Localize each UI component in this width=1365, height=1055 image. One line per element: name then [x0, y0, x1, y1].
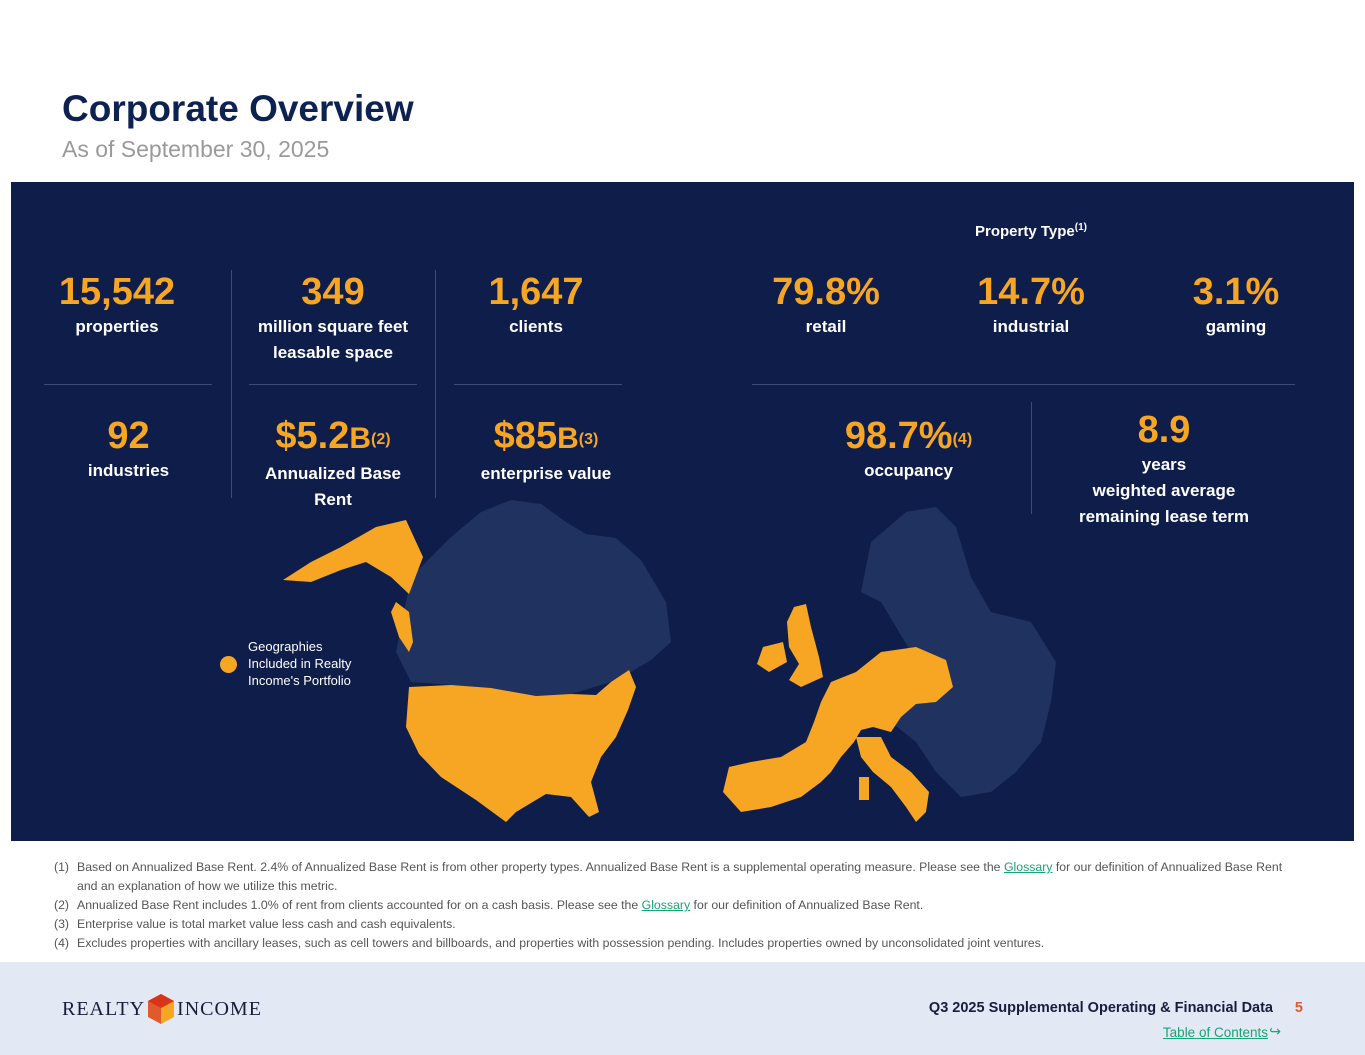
industries-label: industries: [87, 461, 170, 480]
divider-horizontal: [249, 384, 417, 385]
square-feet-label-1: million square feet: [257, 317, 409, 336]
property-type-title: Property Type: [975, 223, 1075, 240]
footer-title: Q3 2025 Supplemental Operating & Financi…: [928, 1000, 1273, 1016]
property-type-heading: Property Type(1): [975, 222, 1087, 240]
stat-properties: 15,542 properties: [31, 270, 203, 340]
map-europe-east: [861, 507, 1056, 797]
overview-panel: Property Type(1) 15,542 properties 349 m…: [11, 182, 1354, 841]
footnote: (4) Excludes properties with ancillary l…: [54, 934, 1304, 953]
footnote: (3) Enterprise value is total market val…: [54, 915, 1304, 934]
map-sardinia: [859, 777, 869, 800]
abr-value-wrap: $5.2B(2): [241, 414, 425, 461]
footnote-text: for our definition of Annualized Base Re…: [77, 860, 1283, 893]
square-feet-value: 349: [301, 271, 365, 313]
logo-text-left: REALTY: [62, 997, 146, 1020]
map-bc-coast: [391, 602, 413, 652]
lease-term-label-3: remaining lease term: [1078, 507, 1250, 526]
ev-note: (3): [578, 431, 599, 448]
legend-label: Geographies Included in Realty Income's …: [248, 639, 352, 688]
retail-label: retail: [805, 317, 847, 336]
divider-horizontal: [44, 384, 212, 385]
stat-abr: $5.2B(2) Annualized Base Rent: [241, 414, 425, 513]
lease-term-label-2: weighted average: [1092, 481, 1236, 500]
footnote-text: Excludes properties with ancillary lease…: [77, 936, 1045, 950]
footnote-text: Annualized Base Rent includes 1.0% of re…: [77, 898, 642, 912]
divider-horizontal: [454, 384, 622, 385]
occupancy-value-wrap: 98.7%(4): [811, 414, 1006, 458]
map-italy: [856, 737, 929, 822]
industrial-value: 14.7%: [977, 271, 1085, 313]
footnote-number: (2): [54, 898, 70, 912]
abr-note: (2): [371, 431, 391, 448]
lease-term-value: 8.9: [1137, 409, 1191, 451]
property-type-note: (1): [1074, 222, 1087, 233]
portfolio-map: [283, 500, 1056, 822]
clients-value: 1,647: [488, 271, 584, 313]
return-arrow-icon[interactable]: ↪: [1269, 1023, 1281, 1039]
gaming-value: 3.1%: [1192, 271, 1280, 313]
ev-label: enterprise value: [480, 464, 612, 483]
footnote-number: (3): [54, 917, 70, 931]
page-title: Corporate Overview: [62, 88, 414, 129]
table-of-contents-link[interactable]: Table of Contents: [1162, 1025, 1268, 1040]
occupancy-label: occupancy: [864, 461, 953, 480]
map-europe-west: [723, 647, 953, 812]
retail-value: 79.8%: [772, 271, 880, 313]
gaming-label: gaming: [1205, 317, 1267, 336]
legend-dot-icon: [220, 656, 237, 673]
square-feet-label-2: leasable space: [272, 343, 394, 362]
footnote: (2) Annualized Base Rent includes 1.0% o…: [54, 896, 1304, 915]
industries-value: 92: [107, 415, 150, 457]
footer: REALTY INCOME Q3 2025 Supplemental Opera…: [0, 962, 1365, 1055]
stat-occupancy: 98.7%(4) occupancy: [811, 414, 1006, 484]
industrial-label: industrial: [992, 317, 1070, 336]
ev-unit: B: [557, 422, 579, 455]
logo-text-right: INCOME: [177, 997, 262, 1020]
abr-label-2: Rent: [314, 490, 352, 509]
stat-retail: 79.8% retail: [751, 270, 901, 340]
abr-value: $5.2: [275, 415, 350, 457]
map-uk: [787, 604, 823, 687]
properties-label: properties: [75, 317, 159, 336]
ev-value-wrap: $85B(3): [451, 414, 641, 461]
page-subtitle: As of September 30, 2025: [62, 136, 330, 162]
abr-label-1: Annualized Base: [264, 464, 402, 483]
stat-industries: 92 industries: [51, 414, 206, 484]
footnote: (1) Based on Annualized Base Rent. 2.4% …: [54, 858, 1304, 896]
divider-horizontal: [752, 384, 1295, 385]
footnotes: (1) Based on Annualized Base Rent. 2.4% …: [54, 858, 1304, 953]
footnote-text: Enterprise value is total market value l…: [77, 917, 456, 931]
realty-income-logo: REALTY INCOME: [62, 994, 262, 1024]
clients-label: clients: [509, 317, 563, 336]
footnote-text: Based on Annualized Base Rent. 2.4% of A…: [77, 860, 1004, 874]
map-usa: [406, 670, 636, 822]
glossary-link[interactable]: Glossary: [1003, 860, 1053, 874]
map-alaska: [283, 520, 423, 594]
properties-value: 15,542: [58, 271, 176, 313]
page-number: 5: [1294, 1000, 1303, 1016]
stat-enterprise-value: $85B(3) enterprise value: [451, 414, 641, 487]
abr-unit: B: [349, 422, 372, 455]
occupancy-note: (4): [952, 431, 973, 448]
divider-vertical: [231, 270, 232, 498]
footnote-number: (1): [54, 860, 70, 874]
stat-square-feet: 349 million square feet leasable space: [239, 270, 427, 366]
divider-vertical: [1031, 402, 1032, 514]
occupancy-value: 98.7%: [844, 415, 953, 457]
stat-lease-term: 8.9 years weighted average remaining lea…: [1061, 408, 1267, 530]
ev-value: $85: [493, 415, 558, 457]
stat-clients: 1,647 clients: [451, 270, 621, 340]
lease-term-label-1: years: [1141, 455, 1187, 474]
footnote-number: (4): [54, 936, 70, 950]
glossary-link[interactable]: Glossary: [641, 898, 691, 912]
map-ireland: [757, 642, 787, 672]
footnote-text: for our definition of Annualized Base Re…: [690, 898, 924, 912]
logo-cube-icon: [148, 994, 175, 1024]
map-canada: [396, 500, 671, 696]
divider-vertical: [435, 270, 436, 498]
stat-industrial: 14.7% industrial: [956, 270, 1106, 340]
stat-gaming: 3.1% gaming: [1171, 270, 1301, 340]
